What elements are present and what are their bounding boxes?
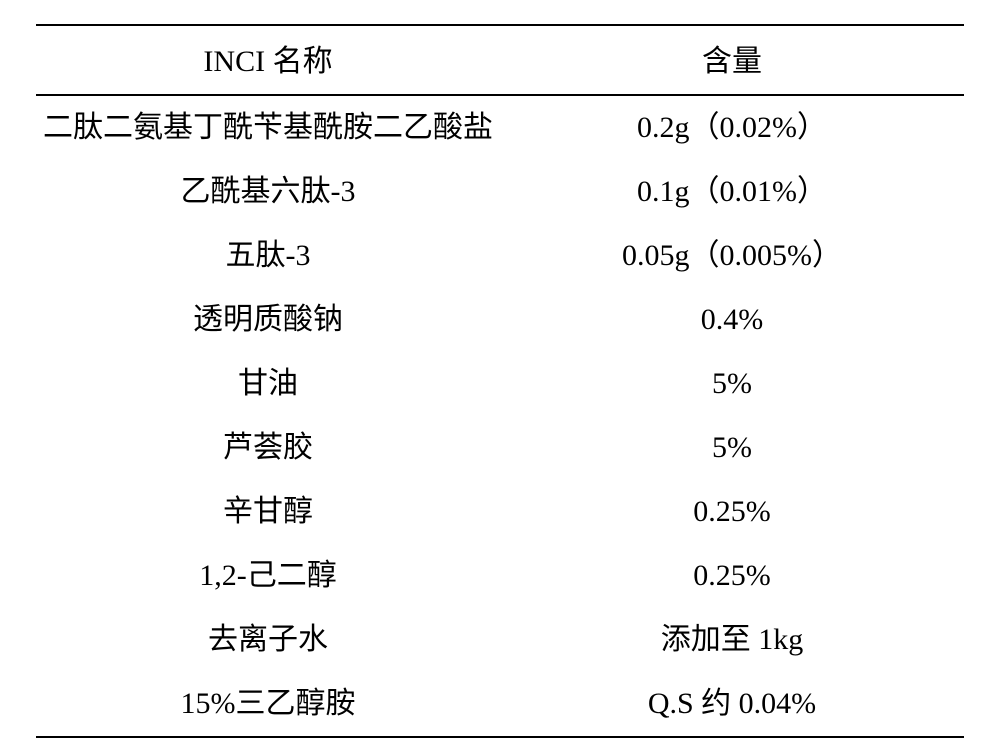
table-row: 五肽-3 0.05g（0.005%） [36, 224, 964, 288]
table-row: 辛甘醇 0.25% [36, 480, 964, 544]
table-row: 乙酰基六肽-3 0.1g（0.01%） [36, 160, 964, 224]
table-row: 15%三乙醇胺 Q.S 约 0.04% [36, 672, 964, 737]
cell-amount: 添加至 1kg [500, 608, 964, 672]
cell-amount: 5% [500, 352, 964, 416]
cell-name: 乙酰基六肽-3 [36, 160, 500, 224]
cell-name: 二肽二氨基丁酰苄基酰胺二乙酸盐 [36, 95, 500, 160]
cell-name: 1,2-己二醇 [36, 544, 500, 608]
col-header-name: INCI 名称 [36, 25, 500, 95]
cell-amount: 5% [500, 416, 964, 480]
page: INCI 名称 含量 二肽二氨基丁酰苄基酰胺二乙酸盐 0.2g（0.02%） 乙… [0, 0, 1000, 748]
table-row: 1,2-己二醇 0.25% [36, 544, 964, 608]
cell-amount: 0.05g（0.005%） [500, 224, 964, 288]
cell-amount: Q.S 约 0.04% [500, 672, 964, 737]
table-row: 去离子水 添加至 1kg [36, 608, 964, 672]
cell-name: 芦荟胶 [36, 416, 500, 480]
cell-name: 甘油 [36, 352, 500, 416]
cell-amount: 0.4% [500, 288, 964, 352]
cell-name: 15%三乙醇胺 [36, 672, 500, 737]
table-row: 透明质酸钠 0.4% [36, 288, 964, 352]
cell-amount: 0.1g（0.01%） [500, 160, 964, 224]
table-header-row: INCI 名称 含量 [36, 25, 964, 95]
table-row: 甘油 5% [36, 352, 964, 416]
cell-name: 辛甘醇 [36, 480, 500, 544]
cell-amount: 0.25% [500, 544, 964, 608]
cell-amount: 0.25% [500, 480, 964, 544]
cell-name: 五肽-3 [36, 224, 500, 288]
ingredients-table: INCI 名称 含量 二肽二氨基丁酰苄基酰胺二乙酸盐 0.2g（0.02%） 乙… [36, 24, 964, 738]
table-row: 二肽二氨基丁酰苄基酰胺二乙酸盐 0.2g（0.02%） [36, 95, 964, 160]
cell-name: 去离子水 [36, 608, 500, 672]
col-header-amount: 含量 [500, 25, 964, 95]
cell-name: 透明质酸钠 [36, 288, 500, 352]
table-row: 芦荟胶 5% [36, 416, 964, 480]
cell-amount: 0.2g（0.02%） [500, 95, 964, 160]
